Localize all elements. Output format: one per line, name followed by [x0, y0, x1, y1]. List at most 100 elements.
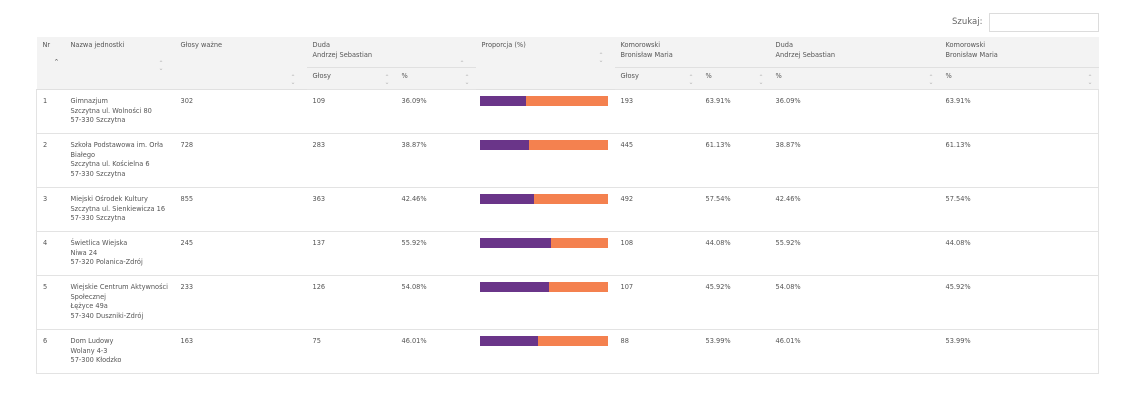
cell-proportion [475, 187, 615, 232]
search-input[interactable] [989, 13, 1099, 32]
cell-kom-pct: 53.99% [699, 329, 770, 374]
sort-icon: ⌃⌄ [758, 74, 764, 86]
cell-duda-pct-2: 42.46% [769, 187, 940, 232]
cell-name-line: Szkoła Podstawowa im. Orła [70, 141, 164, 149]
col-duda-pct-header[interactable]: % ⌃ ⌄ [395, 67, 476, 90]
col-valid-header[interactable]: Głosy ważne ⌃ ⌄ [159, 37, 307, 90]
col-valid-label: Głosy ważne [180, 41, 223, 49]
col-kom2-pct-header[interactable]: % ⌃ ⌄ [939, 67, 1099, 90]
col-kom-pct-label: % [705, 72, 712, 80]
sort-icon: ⌃⌄ [464, 74, 470, 86]
cell-kom-pct: 63.91% [699, 89, 770, 134]
proportion-bar [479, 238, 608, 248]
cell-kom-votes: 88 [614, 329, 700, 374]
cell-duda-votes: 109 [306, 89, 396, 134]
cell-duda-pct-2: 36.09% [769, 89, 940, 134]
col-kom-pct-header[interactable]: % ⌃ ⌄ [699, 67, 770, 90]
cell-name-line: Niwa 24 [70, 248, 98, 257]
cell-valid-votes: 302 [174, 89, 307, 134]
results-table: Nr Nazwa jednostki ⌃ Głosy ważne ⌃ ⌄ Duda… [36, 37, 1100, 374]
cell-nr: 3 [36, 187, 65, 232]
cell-name-line: Wiejskie Centrum Aktywności [70, 283, 168, 291]
cell-duda-votes: 137 [306, 231, 396, 276]
col-duda-votes-label: Głosy [312, 72, 331, 80]
col-nr-label: Nr [42, 41, 51, 49]
search-label: Szukaj: [952, 17, 983, 27]
col-duda-header: Duda Andrzej Sebastian [306, 37, 476, 68]
col-name-header[interactable]: Nazwa jednostki ⌃ [54, 37, 175, 90]
cell-kom-pct-2: 45.92% [939, 275, 1100, 330]
cell-name-line: Miejski Ośrodek Kultury [70, 195, 148, 203]
col-komorowski-name2: Bronisław Maria [620, 50, 673, 59]
cell-name-line: 57-300 Kłodzko [70, 356, 122, 364]
col-proportion-label: Proporcja (%) [481, 41, 526, 49]
sort-icon: ⌃⌄ [158, 60, 164, 72]
col-komorowski-name1: Komorowski [620, 41, 661, 49]
proportion-bar [479, 336, 608, 346]
proportion-bar-duda [479, 282, 549, 292]
col-duda2-pct-header[interactable]: % ⌃ ⌄ [769, 67, 940, 90]
col-kom-votes-header[interactable]: Głosy ⌃ ⌄ [614, 67, 700, 90]
sort-icon: ⌃⌄ [384, 74, 390, 86]
cell-kom-pct-2: 63.91% [939, 89, 1100, 134]
cell-name: Gimnazjum Szczytna ul. Wolności 80 57-330 … [64, 89, 175, 134]
table-body: 1 Gimnazjum Szczytna ul. Wolności 80 57-330… [36, 89, 1100, 374]
cell-kom-pct: 45.92% [699, 275, 770, 330]
table-row: 3 Miejski Ośrodek Kultury Szczytna ul. Sie… [36, 187, 1100, 232]
cell-name-line: Szczytna ul. Wolności 80 [70, 106, 152, 115]
col-proportion-header[interactable]: Proporcja (%) ⌃⌄ [460, 37, 615, 90]
proportion-bar [479, 282, 608, 292]
cell-valid-votes: 855 [174, 187, 307, 232]
cell-name-line: 57-330 Szczytna [70, 169, 126, 178]
col-duda-pct-label: % [401, 72, 408, 80]
cell-duda-pct: 54.08% [395, 275, 476, 330]
table-header: Nr Nazwa jednostki ⌃ Głosy ważne ⌃ ⌄ Duda… [36, 37, 1099, 90]
col-komorowski2-header: Komorowski Bronisław Maria [939, 37, 1099, 68]
cell-kom-votes: 445 [614, 133, 700, 188]
cell-nr: 4 [36, 231, 65, 276]
col-duda-votes-header[interactable]: Głosy ⌃ ⌄ ⌃ ⌄ [291, 67, 396, 90]
table-row: 6 Dom Ludowy Wolany 4-3 57-300 Kłodzko 163 75… [36, 329, 1100, 374]
proportion-bar-komorowski [548, 282, 608, 292]
cell-duda-pct: 55.92% [395, 231, 476, 276]
cell-kom-votes: 492 [614, 187, 700, 232]
col-duda2-header: Duda Andrzej Sebastian [769, 37, 940, 68]
cell-kom-pct-2: 53.99% [939, 329, 1100, 374]
cell-name-line: Dom Ludowy [70, 337, 114, 345]
col-komorowski2-name2: Bronisław Maria [945, 50, 998, 59]
cell-duda-pct-2: 38.87% [769, 133, 940, 188]
col-nr-header[interactable]: Nr [36, 37, 65, 90]
cell-duda-votes: 126 [306, 275, 396, 330]
col-kom2-pct-label: % [945, 72, 952, 80]
cell-name: Wiejskie Centrum Aktywności Społecznej Łęż… [64, 275, 175, 330]
table-row: 5 Wiejskie Centrum Aktywności Społecznej Łę… [36, 275, 1100, 330]
proportion-bar-komorowski [529, 140, 608, 150]
cell-proportion [475, 89, 615, 134]
col-duda2-name1: Duda [775, 41, 794, 49]
col-kom-votes-label: Głosy [620, 72, 639, 80]
cell-nr: 1 [36, 89, 65, 134]
col-duda2-pct-label: % [775, 72, 782, 80]
table-row: 1 Gimnazjum Szczytna ul. Wolności 80 57-330… [36, 89, 1100, 134]
col-duda-name1: Duda [312, 41, 330, 49]
proportion-bar [479, 140, 608, 150]
table-row: 4 Świetlica Wiejska Niwa 24 57-320 Polanica… [36, 231, 1100, 276]
cell-name-line: Łężyce 49a [70, 302, 108, 310]
proportion-bar-komorowski [551, 238, 608, 248]
proportion-bar-duda [479, 336, 539, 346]
cell-valid-votes: 728 [174, 133, 307, 188]
cell-duda-pct: 46.01% [395, 329, 476, 374]
sort-icon: ⌃⌄ [928, 74, 934, 86]
cell-name-line: Białego [70, 150, 96, 159]
cell-proportion [475, 329, 615, 374]
cell-kom-pct: 57.54% [699, 187, 770, 232]
proportion-bar-duda [479, 238, 552, 248]
col-komorowski-header: Komorowski Bronisław Maria ⌃ ⌄ [599, 37, 770, 68]
cell-name-line: 57-320 Polanica-Zdrój [70, 258, 143, 266]
cell-name: Miejski Ośrodek Kultury Szczytna ul. Sien… [64, 187, 175, 232]
cell-proportion [475, 275, 615, 330]
cell-nr: 2 [36, 133, 65, 188]
proportion-bar-duda [479, 140, 530, 150]
cell-duda-votes: 283 [306, 133, 396, 188]
cell-kom-pct: 44.08% [699, 231, 770, 276]
